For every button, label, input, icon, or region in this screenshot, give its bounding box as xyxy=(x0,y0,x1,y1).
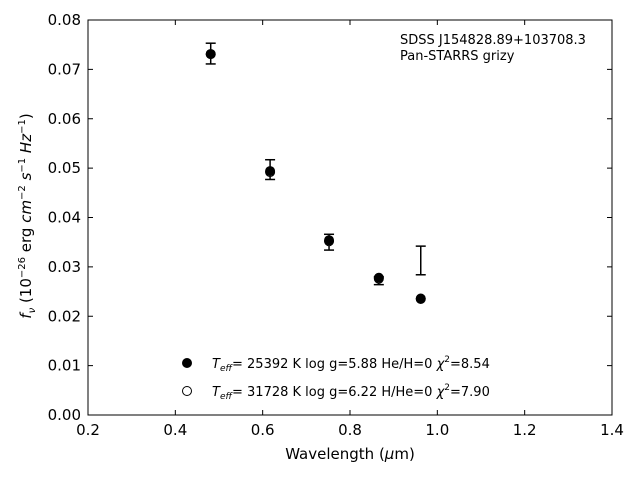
error-bars xyxy=(205,42,426,286)
y-tick-label: 0.02 xyxy=(48,307,81,325)
annotation-line-1: SDSS J154828.89+103708.3 xyxy=(400,33,586,48)
y-tick-label: 0.03 xyxy=(48,258,81,276)
legend-label-1: Teff= 25392 K log g=5.88 He/H=0 χ2=8.54 xyxy=(212,355,490,374)
y-tick-label: 0.06 xyxy=(48,110,81,128)
x-axis-label: Wavelength (μm) xyxy=(285,445,415,463)
y-tick-label: 0.08 xyxy=(48,11,81,29)
axes: 0.2 0.4 0.6 0.8 1.0 1.2 1.4 0.00 0.01 0.02 0.03 0.0… xyxy=(48,11,624,439)
data-markers xyxy=(205,49,426,304)
axis-labels: Wavelength (μm) fν (10−26 erg cm−2 s−1 H… xyxy=(17,113,415,463)
legend: Teff= 25392 K log g=5.88 He/H=0 χ2=8.54 T… xyxy=(182,355,490,402)
annotation: SDSS J154828.89+103708.3 Pan-STARRS griz… xyxy=(400,33,586,64)
model-point-filled xyxy=(265,166,276,177)
y-tick-label: 0.00 xyxy=(48,406,81,424)
x-tick-label: 0.6 xyxy=(251,421,275,439)
x-tick-label: 0.2 xyxy=(76,421,100,439)
y-axis-label: fν (10−26 erg cm−2 s−1 Hz−1) xyxy=(17,113,38,318)
model-point-filled xyxy=(415,293,426,304)
model-point-filled xyxy=(205,49,216,60)
annotation-line-2: Pan-STARRS grizy xyxy=(400,49,515,64)
x-tick-label: 1.0 xyxy=(425,421,449,439)
y-tick-label: 0.05 xyxy=(48,159,81,177)
y-tick-label: 0.07 xyxy=(48,60,81,78)
legend-marker-filled xyxy=(182,358,192,368)
x-tick-label: 0.8 xyxy=(338,421,362,439)
x-tick-label: 0.4 xyxy=(163,421,187,439)
plot-frame xyxy=(87,19,613,416)
legend-marker-open xyxy=(182,386,192,396)
x-tick-label: 1.4 xyxy=(600,421,624,439)
model-point-filled xyxy=(373,272,384,283)
x-tick-label: 1.2 xyxy=(513,421,537,439)
legend-label-2: Teff= 31728 K log g=6.22 H/He=0 χ2=7.90 xyxy=(212,383,490,402)
y-tick-label: 0.01 xyxy=(48,357,81,375)
model-point-filled xyxy=(324,235,335,246)
y-tick-label: 0.04 xyxy=(48,209,81,227)
